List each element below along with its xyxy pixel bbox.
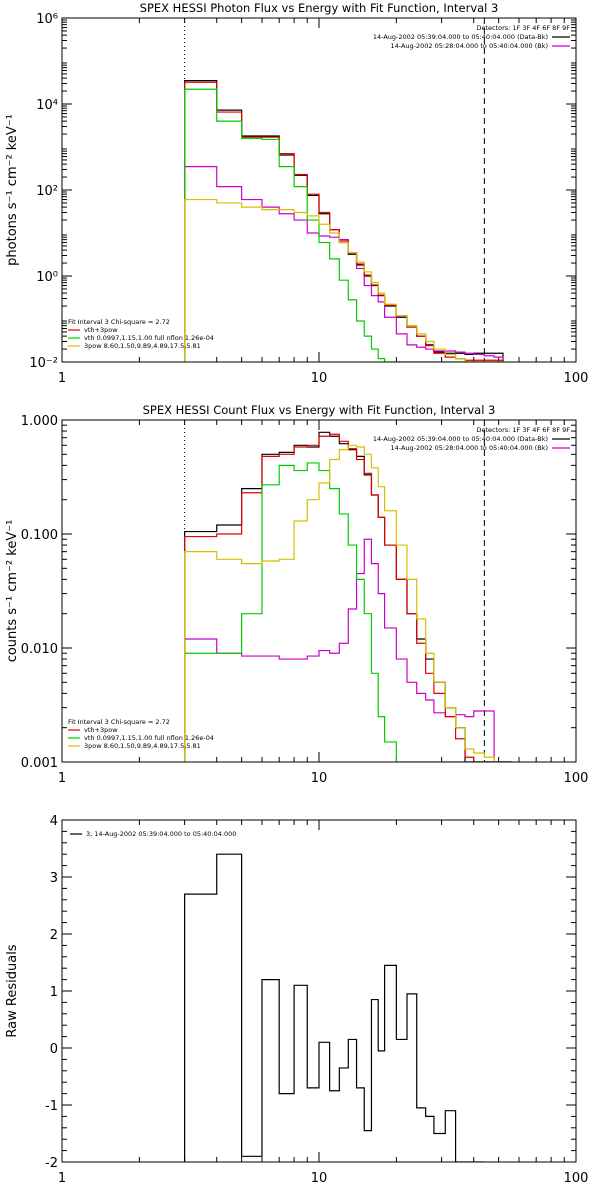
y-axis-label: Raw Residuals [5,944,20,1037]
photon-flux-panel: SPEX HESSI Photon Flux vs Energy with Fi… [5,1,588,386]
series-line-4 [184,198,504,362]
series-line-2 [184,81,504,362]
chart-title: SPEX HESSI Count Flux vs Energy with Fit… [143,403,496,417]
legend-entry: vth+3pow [84,326,118,334]
y-tick-label: -1 [45,1099,58,1114]
y-tick-label: 4 [50,814,58,829]
y-tick-label: 10⁶ [36,12,58,27]
y-tick-label: 0.010 [21,642,58,657]
legend-entry: 3pow 8.60,1.50,9.89,4.89,17.5,5.81 [84,342,201,350]
y-axis-label: counts s⁻¹ cm⁻² keV⁻¹ [5,520,20,663]
plot-frame [61,17,577,363]
y-axis-label: photons s⁻¹ cm⁻² keV⁻¹ [5,114,20,266]
legend-entry: 14-Aug-2002 05:28:04.000 to 05:40:04.000… [391,42,548,50]
legend-entry: vth 0.0997,1.15,1.00 full nflon 1.26e-04 [84,734,214,742]
residuals-panel: 1 10 100 -2 -1 0 1 2 3 4 Raw Residuals 3, 14-Aug-20… [5,814,588,1186]
legend-entry: Detectors: 1F 3F 4F 6F 8F 9F [476,24,570,32]
y-tick-label: 10⁻² [29,356,58,371]
legend-entry: Fit Interval 3 Chi-square = 2.72 [68,718,170,726]
x-tick-label: 100 [564,371,589,386]
x-tick-label: 10 [311,371,328,386]
y-tick-label: 10⁰ [36,270,58,285]
y-tick-label: 0.100 [21,528,58,543]
legend-entry: Detectors: 1F 3F 4F 6F 8F 9F [476,426,570,434]
series-line-0 [184,853,485,1162]
y-tick-label: 1.000 [21,414,58,429]
series-line-1 [184,538,512,762]
plot-frame [61,419,577,763]
legend-entry: 14-Aug-2002 05:28:04.000 to 05:40:04.000… [391,444,548,452]
legend-entry: Fit Interval 3 Chi-square = 2.72 [68,318,170,326]
series-line-0 [184,431,512,762]
y-tick-label: 0.001 [21,756,58,771]
series-line-0 [184,80,504,362]
legend-entry: 14-Aug-2002 05:39:04.000 to 05:40:04.000… [373,33,548,41]
legend-entry: 3pow 8.60,1.50,9.89,4.89,17.5,5.81 [84,742,201,750]
x-tick-label: 10 [311,771,328,786]
x-tick-label: 10 [311,1171,328,1186]
legend-entry: vth+3pow [84,726,118,734]
chart-title: SPEX HESSI Photon Flux vs Energy with Fi… [140,1,499,15]
x-tick-label: 100 [564,771,589,786]
legend-entry: 14-Aug-2002 05:39:04.000 to 05:40:04.000… [373,435,548,443]
plot-frame [61,819,577,1163]
x-tick-label: 1 [58,771,66,786]
legend-entry: 3, 14-Aug-2002 05:39:04.000 to 05:40:04.… [86,830,236,838]
y-tick-label: 0 [50,1042,58,1057]
series-line-3 [184,88,504,362]
y-tick-label: 10² [36,184,58,199]
count-flux-panel: SPEX HESSI Count Flux vs Energy with Fit… [5,403,588,786]
legend-entry: vth 0.0997,1.15,1.00 full nflon 1.26e-04 [84,334,214,342]
y-tick-label: 1 [50,985,58,1000]
x-tick-label: 100 [564,1171,589,1186]
series-line-3 [184,462,512,762]
series-group [184,80,504,362]
series-line-4 [184,444,512,762]
x-tick-label: 1 [58,371,66,386]
series-line-1 [184,166,504,362]
series-group [184,853,485,1162]
series-group [184,431,512,762]
x-tick-label: 1 [58,1171,66,1186]
series-line-2 [184,433,512,762]
y-tick-label: -2 [45,1156,58,1171]
y-tick-label: 2 [50,928,58,943]
y-tick-label: 3 [50,871,58,886]
y-tick-label: 10⁴ [36,98,58,113]
